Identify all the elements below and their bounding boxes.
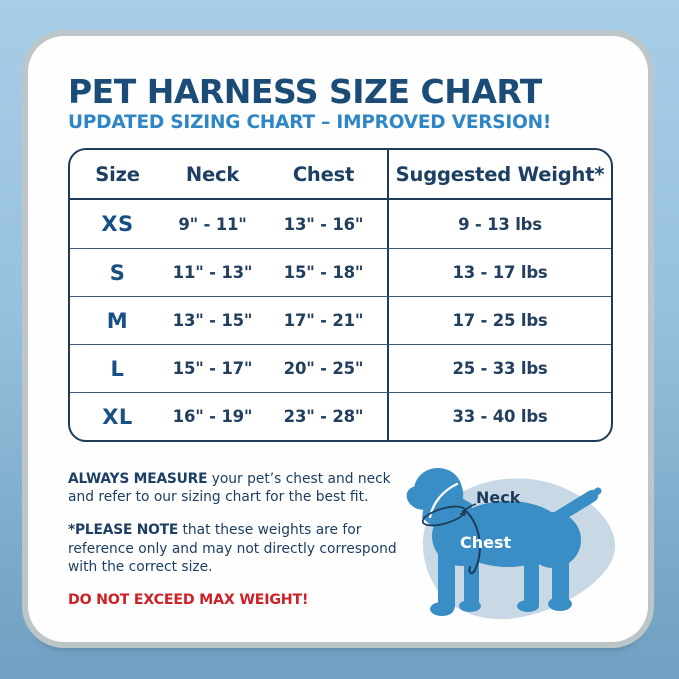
page-title: PET HARNESS SIZE CHART (68, 72, 542, 111)
note-please-note-text: that these weights are for reference onl… (68, 522, 397, 575)
note-always-measure-lead: ALWAYS MEASURE (68, 471, 208, 487)
page-subtitle: UPDATED SIZING CHART – IMPROVED VERSION! (68, 112, 552, 133)
table-row-l: L 15" - 17" 20" - 25" 25 - 33 lbs (70, 344, 611, 392)
table-row-xl: XL 16" - 19" 23" - 28" 33 - 40 lbs (70, 392, 611, 440)
neck-pointer-line (461, 503, 477, 513)
cell-neck: 15" - 17" (172, 359, 253, 378)
header-neck: Neck (185, 162, 240, 186)
cell-neck: 9" - 11" (178, 214, 247, 234)
cell-weight: 13 - 17 lbs (387, 249, 611, 296)
header-suggested-weight: Suggested Weight* (387, 150, 611, 198)
dog-illustration: Neck Chest (406, 468, 616, 620)
chest-measure-line (466, 511, 481, 575)
cell-size: L (110, 356, 125, 381)
table-header-row: Size Neck Chest Suggested Weight* (70, 150, 611, 200)
cell-size: S (109, 260, 126, 285)
neck-label: Neck (476, 488, 521, 507)
table-row-s: S 11" - 13" 15" - 18" 13 - 17 lbs (70, 248, 611, 296)
cell-size: XL (102, 404, 133, 429)
note-always-measure: ALWAYS MEASURE your pet’s chest and neck… (68, 470, 418, 506)
cell-chest: 23" - 28" (283, 407, 364, 426)
cell-neck: 16" - 19" (172, 407, 253, 426)
cell-weight: 9 - 13 lbs (387, 200, 611, 248)
table-row-xs: XS 9" - 11" 13" - 16" 9 - 13 lbs (70, 200, 611, 248)
neck-pointer-arrowhead (459, 510, 467, 516)
cell-weight: 17 - 25 lbs (387, 297, 611, 344)
cell-chest: 17" - 21" (283, 311, 364, 330)
size-chart-card: PET HARNESS SIZE CHART UPDATED SIZING CH… (28, 36, 648, 642)
cell-size: XS (101, 212, 134, 236)
chest-label: Chest (460, 533, 512, 552)
table-row-m: M 13" - 15" 17" - 21" 17 - 25 lbs (70, 296, 611, 344)
cell-chest: 15" - 18" (283, 263, 364, 282)
header-chest: Chest (292, 162, 355, 186)
cell-size: M (106, 308, 129, 333)
cell-weight: 25 - 33 lbs (387, 345, 611, 392)
cell-neck: 13" - 15" (172, 311, 253, 330)
dog-measurement-diagram: Neck Chest (400, 460, 650, 638)
cell-chest: 13" - 16" (283, 214, 364, 234)
note-please-note: *PLEASE NOTE that these weights are for … (68, 521, 418, 576)
header-size: Size (95, 162, 140, 186)
max-weight-warning: DO NOT EXCEED MAX WEIGHT! (68, 592, 309, 609)
cell-weight: 33 - 40 lbs (387, 393, 611, 440)
cell-neck: 11" - 13" (172, 263, 253, 282)
note-please-note-lead: *PLEASE NOTE (68, 522, 179, 539)
size-table: Size Neck Chest Suggested Weight* XS 9" … (68, 148, 613, 442)
note-always-measure-text: your pet’s chest and neck and refer to o… (68, 471, 391, 506)
notes-section: ALWAYS MEASURE your pet’s chest and neck… (68, 470, 418, 625)
cell-chest: 20" - 25" (283, 359, 364, 378)
